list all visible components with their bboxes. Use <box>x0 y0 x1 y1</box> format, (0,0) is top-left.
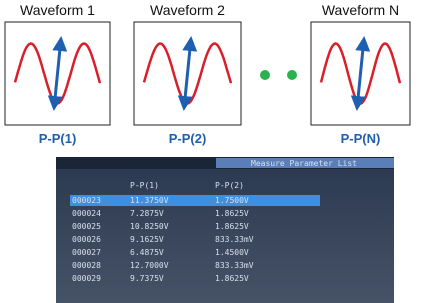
page: Waveform 1 P-P(1) Waveform 2 P-P(2) Waveform… <box>0 0 431 303</box>
cell: 1.7500V <box>215 196 249 205</box>
cell: 9.1625V <box>130 235 164 244</box>
cell: 833.33mV <box>215 261 254 270</box>
selected-row <box>70 195 320 206</box>
cell: 6.4875V <box>130 248 164 257</box>
cell: 1.8625V <box>215 274 249 283</box>
cell: 10.8250V <box>130 222 169 231</box>
cell: 7.2875V <box>130 209 164 218</box>
measure-label: P-P(2) <box>169 131 207 146</box>
measure-label: P-P(1) <box>39 131 77 146</box>
waveform-label: Waveform N <box>322 2 399 18</box>
cell: 000027 <box>72 248 101 257</box>
waveform-label: Waveform 2 <box>150 2 225 18</box>
cell: 11.3750V <box>130 196 169 205</box>
cell: 000028 <box>72 261 101 270</box>
diagram: Waveform 1 P-P(1) Waveform 2 P-P(2) Waveform… <box>0 0 431 303</box>
column-header: P-P(2) <box>215 181 244 190</box>
measure-label: P-P(N) <box>341 131 381 146</box>
cell: 000029 <box>72 274 101 283</box>
column-header: P-P(1) <box>130 181 159 190</box>
cell: 12.7000V <box>130 261 169 270</box>
cell: 1.8625V <box>215 209 249 218</box>
cell: 000023 <box>72 196 101 205</box>
cell: 833.33mV <box>215 235 254 244</box>
cell: 1.4500V <box>215 248 249 257</box>
cell: 000024 <box>72 209 101 218</box>
screen-title: Measure Parameter List <box>251 159 357 168</box>
ellipsis-dot <box>260 70 270 80</box>
cell: 000026 <box>72 235 101 244</box>
cell: 9.7375V <box>130 274 164 283</box>
cell: 000025 <box>72 222 101 231</box>
waveform-label: Waveform 1 <box>20 2 95 18</box>
ellipsis-dot <box>287 70 297 80</box>
cell: 1.8625V <box>215 222 249 231</box>
